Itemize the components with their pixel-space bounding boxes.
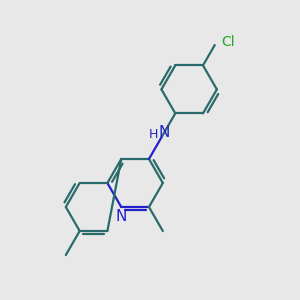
Text: N: N [158, 125, 169, 140]
Text: N: N [116, 209, 127, 224]
Text: H: H [149, 128, 158, 141]
Text: Cl: Cl [221, 34, 235, 49]
